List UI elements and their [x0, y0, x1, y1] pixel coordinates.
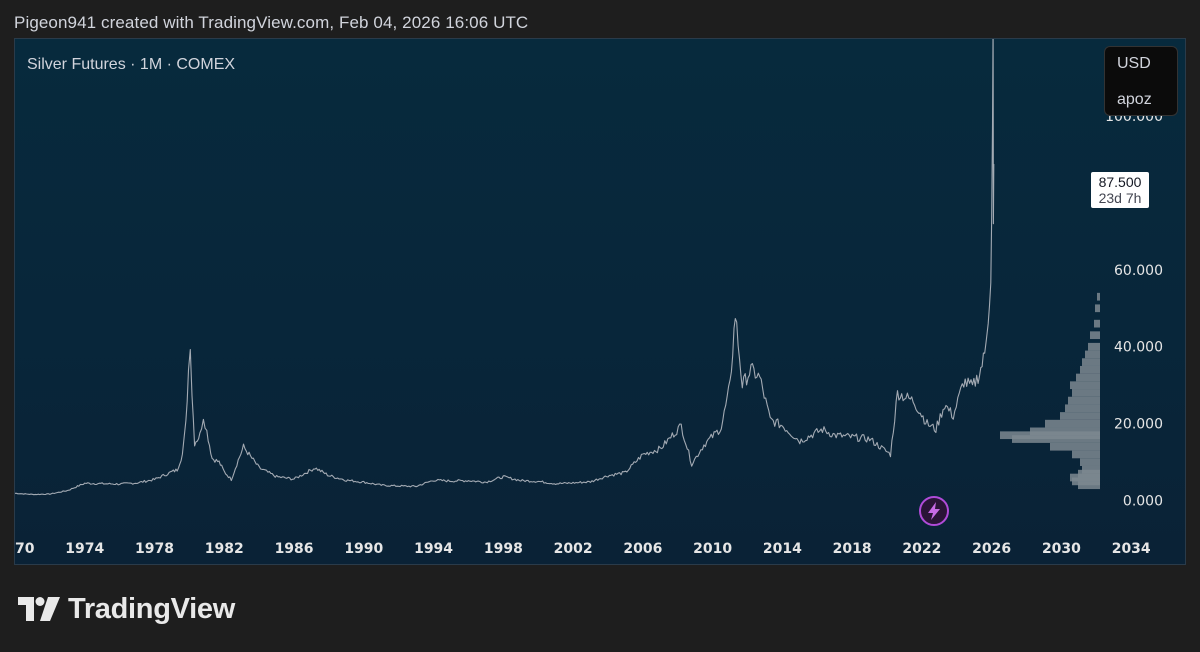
- volume-profile-bar: [1060, 412, 1100, 420]
- x-tick-label: 2010: [693, 541, 732, 557]
- volume-profile-bar: [1045, 419, 1100, 428]
- x-tick-label: 2030: [1042, 541, 1081, 557]
- price-line-series: [15, 39, 995, 496]
- x-tick-label: 2014: [763, 541, 802, 557]
- y-tick-label: 40.000: [1114, 340, 1163, 356]
- x-tick-label: 1986: [275, 541, 314, 557]
- y-tick-label: 20.000: [1114, 417, 1163, 433]
- x-axis: 1970 1974 1978 1982 1986 1990 1994 1998 2002 2006…: [15, 541, 1151, 557]
- last-price-value: 87.500: [1098, 174, 1142, 190]
- volume-profile-bar: [1094, 319, 1100, 328]
- volume-profile-bar: [1065, 404, 1100, 413]
- volume-profile-bar: [1097, 292, 1100, 301]
- volume-profile-bar: [1080, 365, 1100, 374]
- volume-profile-bar: [1068, 396, 1100, 405]
- volume-profile-bar: [1076, 373, 1100, 382]
- x-tick-label: 2026: [972, 541, 1011, 557]
- volume-profile-bar: [1070, 381, 1100, 390]
- bar-countdown: 23d 7h: [1098, 190, 1142, 206]
- x-tick-label: 1990: [344, 541, 383, 557]
- x-tick-label: 2022: [902, 541, 941, 557]
- x-tick-label: 1994: [414, 541, 453, 557]
- tradingview-logo-icon: [18, 596, 60, 621]
- volume-profile-bar: [1082, 465, 1100, 474]
- last-price-tag: 87.500 23d 7h: [1091, 172, 1149, 208]
- x-tick-label: 1970: [15, 541, 35, 557]
- currency-unit-selector[interactable]: USD apoz: [1104, 46, 1178, 116]
- unit-label: apoz: [1117, 91, 1152, 108]
- volume-profile-bar: [1080, 458, 1100, 466]
- volume-profile-bar: [1072, 450, 1100, 459]
- x-tick-label: 2002: [554, 541, 593, 557]
- x-tick-label: 1982: [205, 541, 244, 557]
- volume-profile-bar: [1090, 331, 1100, 340]
- currency-label: USD: [1117, 55, 1151, 72]
- x-tick-label: 2006: [623, 541, 662, 557]
- x-tick-label: 2018: [833, 541, 872, 557]
- volume-profile-bar: [1085, 350, 1100, 359]
- lightning-bolt-icon[interactable]: [919, 496, 949, 526]
- volume-profile: [1000, 292, 1100, 490]
- x-tick-label: 1974: [65, 541, 104, 557]
- x-tick-label: 1978: [135, 541, 174, 557]
- x-tick-label: 2034: [1112, 541, 1151, 557]
- volume-profile-bar: [1082, 358, 1100, 366]
- chart-caption: Pigeon941 created with TradingView.com, …: [14, 13, 529, 32]
- y-tick-label: 0.000: [1123, 494, 1163, 510]
- volume-profile-bar: [1072, 389, 1100, 397]
- tradingview-logo[interactable]: TradingView: [18, 593, 235, 626]
- x-tick-label: 1998: [484, 541, 523, 557]
- chart-title: Silver Futures · 1M · COMEX: [27, 56, 236, 73]
- volume-profile-bar: [1030, 427, 1100, 436]
- volume-profile-bar: [1095, 304, 1100, 313]
- volume-profile-bar: [1088, 342, 1100, 351]
- volume-profile-bar: [1050, 442, 1100, 451]
- y-tick-label: 60.000: [1114, 263, 1163, 279]
- brand-name: TradingView: [68, 593, 235, 625]
